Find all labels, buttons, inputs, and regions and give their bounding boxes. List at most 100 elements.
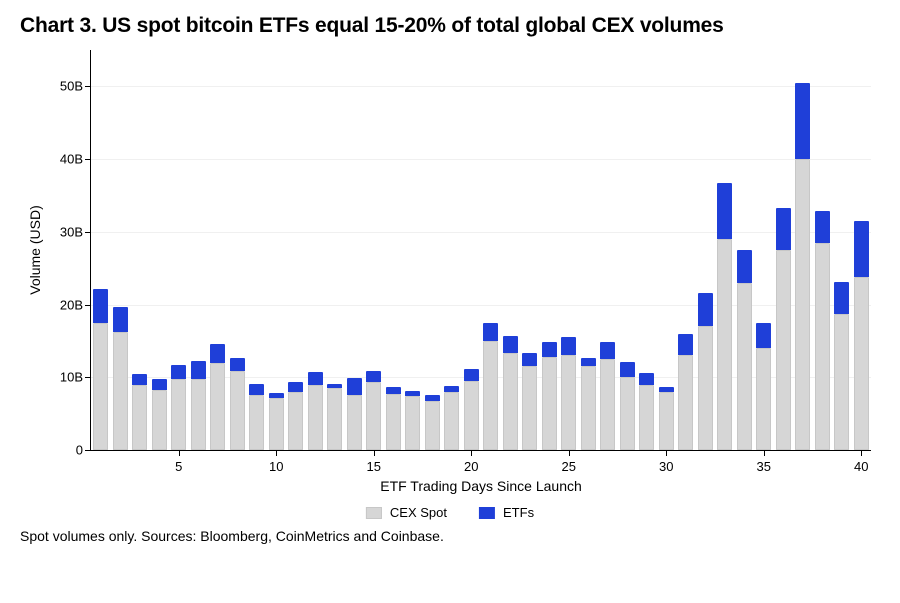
bar-segment-etf [659, 387, 674, 392]
bar-segment-etf [639, 373, 654, 385]
bar-group [795, 83, 810, 450]
bar-group [698, 293, 713, 450]
bar-group [249, 384, 264, 450]
grid-line [91, 232, 871, 233]
bar-segment-cex [347, 395, 362, 450]
legend-swatch-etf [479, 507, 495, 519]
bar-segment-cex [815, 243, 830, 450]
bar-group [327, 384, 342, 450]
grid-line [91, 86, 871, 87]
y-tick-label: 50B [39, 79, 83, 94]
bar-group [191, 361, 206, 450]
bar-segment-etf [152, 379, 167, 391]
bar-segment-cex [113, 332, 128, 450]
bar-group [269, 393, 284, 450]
grid-line [91, 377, 871, 378]
bar-group [600, 342, 615, 450]
x-tick-label: 35 [757, 459, 771, 474]
bar-segment-etf [269, 393, 284, 397]
x-tick [569, 450, 570, 456]
bar-segment-etf [132, 374, 147, 385]
bar-segment-cex [483, 341, 498, 450]
bar-segment-cex [308, 385, 323, 450]
bar-group [210, 344, 225, 450]
bar-segment-cex [600, 359, 615, 450]
bar-segment-etf [347, 378, 362, 395]
bar-segment-cex [620, 377, 635, 450]
bar-segment-cex [522, 366, 537, 450]
bar-segment-etf [464, 369, 479, 381]
x-tick [861, 450, 862, 456]
bar-segment-cex [737, 283, 752, 450]
grid-line [91, 305, 871, 306]
legend-swatch-cex [366, 507, 382, 519]
bar-segment-cex [171, 379, 186, 450]
bar-group [288, 382, 303, 450]
bar-segment-cex [191, 379, 206, 450]
legend-label-etf: ETFs [503, 505, 534, 520]
x-tick-label: 25 [562, 459, 576, 474]
bar-group [405, 391, 420, 450]
y-tick [85, 86, 91, 87]
bar-segment-cex [210, 363, 225, 450]
x-tick-label: 40 [854, 459, 868, 474]
bar-segment-cex [581, 366, 596, 450]
bar-segment-cex [698, 326, 713, 450]
y-tick [85, 305, 91, 306]
bar-group [776, 208, 791, 450]
x-tick [666, 450, 667, 456]
bar-group [522, 353, 537, 450]
bar-segment-etf [561, 337, 576, 355]
bar-segment-etf [815, 211, 830, 242]
bar-segment-cex [230, 371, 245, 450]
x-tick-label: 30 [659, 459, 673, 474]
y-tick-label: 40B [39, 152, 83, 167]
bar-segment-etf [620, 362, 635, 377]
bar-group [756, 323, 771, 450]
bar-group [659, 387, 674, 450]
bar-segment-cex [405, 396, 420, 450]
bar-group [854, 221, 869, 450]
bar-segment-etf [288, 382, 303, 391]
bar-group [464, 369, 479, 450]
bar-group [834, 282, 849, 450]
bar-segment-etf [698, 293, 713, 326]
bar-group [230, 358, 245, 450]
bar-segment-etf [756, 323, 771, 348]
bar-segment-etf [113, 307, 128, 332]
x-tick [179, 450, 180, 456]
legend: CEX Spot ETFs [366, 505, 534, 520]
bar-segment-cex [269, 398, 284, 450]
bar-segment-etf [483, 323, 498, 341]
bar-group [678, 334, 693, 450]
bar-segment-etf [717, 183, 732, 239]
bar-segment-cex [288, 392, 303, 450]
x-tick [374, 450, 375, 456]
bar-segment-cex [834, 314, 849, 450]
bar-segment-etf [327, 384, 342, 388]
legend-item-etf: ETFs [479, 505, 534, 520]
bar-segment-cex [444, 392, 459, 450]
bar-segment-cex [795, 159, 810, 450]
bar-group [366, 371, 381, 450]
page: Chart 3. US spot bitcoin ETFs equal 15-2… [0, 0, 900, 603]
bar-segment-etf [425, 395, 440, 400]
bar-segment-etf [600, 342, 615, 359]
y-tick-label: 20B [39, 297, 83, 312]
chart-title: Chart 3. US spot bitcoin ETFs equal 15-2… [20, 14, 882, 38]
footer-note: Spot volumes only. Sources: Bloomberg, C… [20, 528, 882, 544]
legend-item-cex: CEX Spot [366, 505, 447, 520]
bar-group [561, 337, 576, 450]
bar-segment-etf [522, 353, 537, 367]
bar-segment-etf [366, 371, 381, 383]
x-tick-label: 20 [464, 459, 478, 474]
bar-segment-cex [639, 385, 654, 450]
bar-segment-cex [503, 353, 518, 450]
bar-segment-cex [327, 388, 342, 450]
bar-group [483, 323, 498, 450]
bar-segment-cex [366, 382, 381, 450]
bar-segment-cex [756, 348, 771, 450]
bar-group [93, 289, 108, 450]
bar-group [639, 373, 654, 450]
bar-segment-etf [230, 358, 245, 371]
